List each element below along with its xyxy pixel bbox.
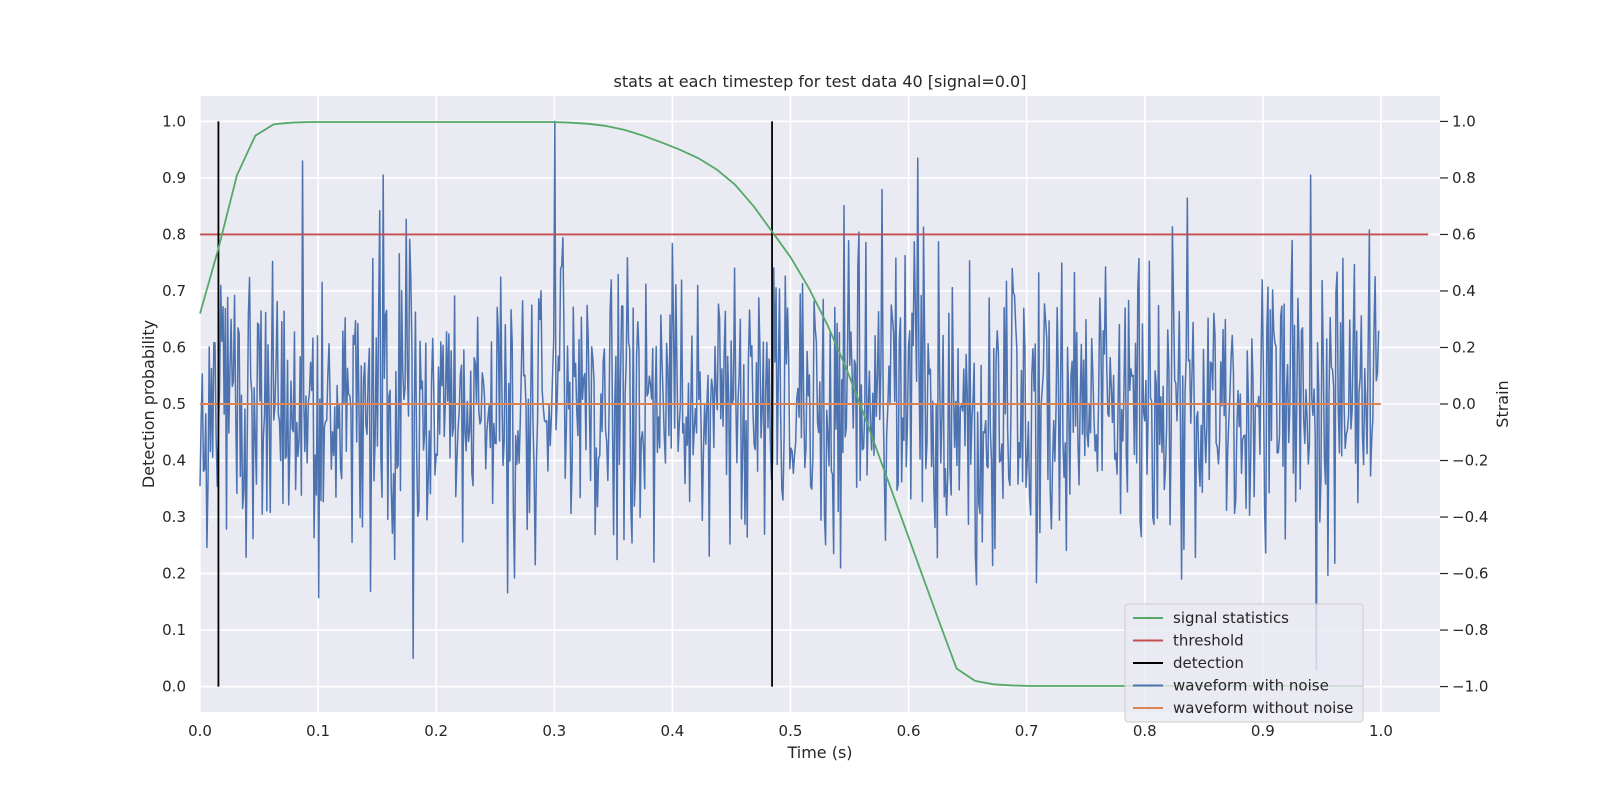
y-right-tick-label: −0.2 bbox=[1452, 452, 1488, 470]
chart-title: stats at each timestep for test data 40 … bbox=[614, 72, 1027, 91]
y-right-tick-label: 0.6 bbox=[1452, 225, 1476, 243]
x-tick-label: 1.0 bbox=[1369, 722, 1393, 740]
x-tick-label: 0.1 bbox=[306, 722, 330, 740]
x-tick-label: 0.9 bbox=[1251, 722, 1275, 740]
legend: signal statistics threshold detection wavef… bbox=[1124, 603, 1364, 723]
x-axis-title: Time (s) bbox=[786, 743, 852, 762]
axes: 0.0 0.1 0.2 0.3 0.4 0.5 0.6 0.7 0.8 0.9 1.0 0.0 0.1 0… bbox=[162, 112, 1488, 740]
series-waveform-with-noise bbox=[199, 120, 1380, 671]
y-left-tick-label: 0.1 bbox=[162, 621, 186, 639]
legend-frame bbox=[1124, 603, 1364, 723]
x-tick-label: 0.2 bbox=[424, 722, 448, 740]
y-left-tick-label: 0.7 bbox=[162, 282, 186, 300]
y-left-tick-label: 0.8 bbox=[162, 225, 186, 243]
x-tick-label: 0.3 bbox=[542, 722, 566, 740]
y-right-tick-label: −0.8 bbox=[1452, 621, 1488, 639]
y-right-tick-label: 0.0 bbox=[1452, 395, 1476, 413]
x-tick-label: 0.4 bbox=[660, 722, 684, 740]
y-axis-right-title: Strain bbox=[1493, 380, 1512, 427]
y-right-tick-label: 0.8 bbox=[1452, 169, 1476, 187]
legend-label: signal statistics bbox=[1173, 609, 1289, 627]
y-left-tick-label: 0.4 bbox=[162, 452, 186, 470]
y-axis-left-title: Detection probability bbox=[139, 320, 158, 488]
y-left-tick-label: 0.6 bbox=[162, 338, 186, 356]
y-right-tick-label: −1.0 bbox=[1452, 678, 1488, 696]
y-left-tick-label: 0.9 bbox=[162, 169, 186, 187]
y-right-tick-label: 1.0 bbox=[1452, 112, 1476, 130]
legend-label: waveform with noise bbox=[1173, 677, 1329, 695]
x-tick-label: 0.7 bbox=[1015, 722, 1039, 740]
x-tick-label: 0.6 bbox=[897, 722, 921, 740]
x-tick-label: 0.0 bbox=[188, 722, 212, 740]
y-left-tick-label: 0.3 bbox=[162, 508, 186, 526]
y-right-tick-label: −0.6 bbox=[1452, 565, 1488, 583]
y-left-tick-label: 0.0 bbox=[162, 678, 186, 696]
x-tick-label: 0.5 bbox=[779, 722, 803, 740]
legend-label: detection bbox=[1173, 654, 1244, 672]
legend-label: threshold bbox=[1173, 632, 1244, 650]
legend-label: waveform without noise bbox=[1173, 699, 1353, 717]
y-left-tick-label: 1.0 bbox=[162, 112, 186, 130]
y-right-tick-label: 0.4 bbox=[1452, 282, 1476, 300]
y-left-tick-label: 0.2 bbox=[162, 565, 186, 583]
y-right-tick-label: 0.2 bbox=[1452, 338, 1476, 356]
y-right-tick-label: −0.4 bbox=[1452, 508, 1488, 526]
x-tick-label: 0.8 bbox=[1133, 722, 1157, 740]
y-left-tick-label: 0.5 bbox=[162, 395, 186, 413]
